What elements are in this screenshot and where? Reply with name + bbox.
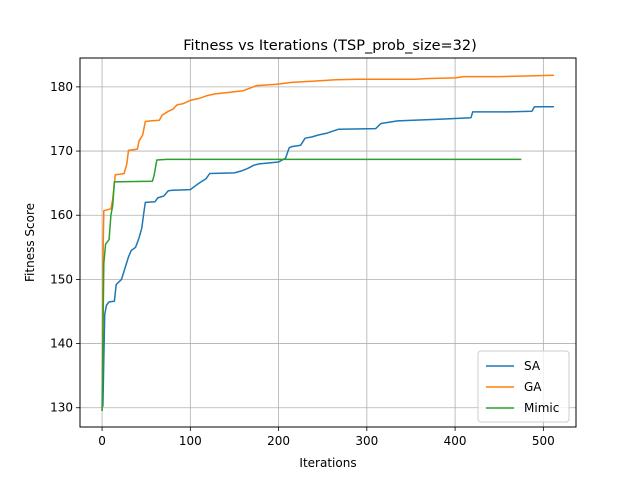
y-axis-label: Fitness Score [23, 203, 37, 282]
x-tick-label: 500 [532, 434, 555, 448]
x-tick-label: 300 [355, 434, 378, 448]
y-tick-label: 180 [50, 80, 73, 94]
y-tick-label: 140 [50, 337, 73, 351]
axis-ticks: 0 100 200 300 400 500 130 140 150 160 170 180 [50, 80, 555, 448]
x-tick-label: 0 [98, 434, 106, 448]
chart-title: Fitness vs Iterations (TSP_prob_size=32) [183, 38, 477, 54]
series-line-sa [101, 106, 554, 408]
y-tick-label: 160 [50, 208, 73, 222]
x-tick-label: 100 [179, 434, 202, 448]
legend: SA GA Mimic [477, 350, 570, 423]
plot-frame [79, 57, 577, 428]
x-axis-label: Iterations [299, 456, 356, 470]
series-line-mimic [101, 158, 522, 412]
y-tick-label: 130 [50, 401, 73, 415]
series-line-ga [101, 74, 554, 412]
y-tick-label: 150 [50, 272, 73, 286]
legend-label-sa: SA [524, 359, 541, 373]
y-tick-label: 170 [50, 144, 73, 158]
x-tick-label: 400 [444, 434, 467, 448]
legend-box [477, 350, 570, 423]
legend-label-mimic: Mimic [524, 401, 559, 415]
x-tick-label: 200 [267, 434, 290, 448]
legend-label-ga: GA [524, 380, 542, 394]
grid [80, 58, 576, 427]
series-group [101, 74, 554, 412]
